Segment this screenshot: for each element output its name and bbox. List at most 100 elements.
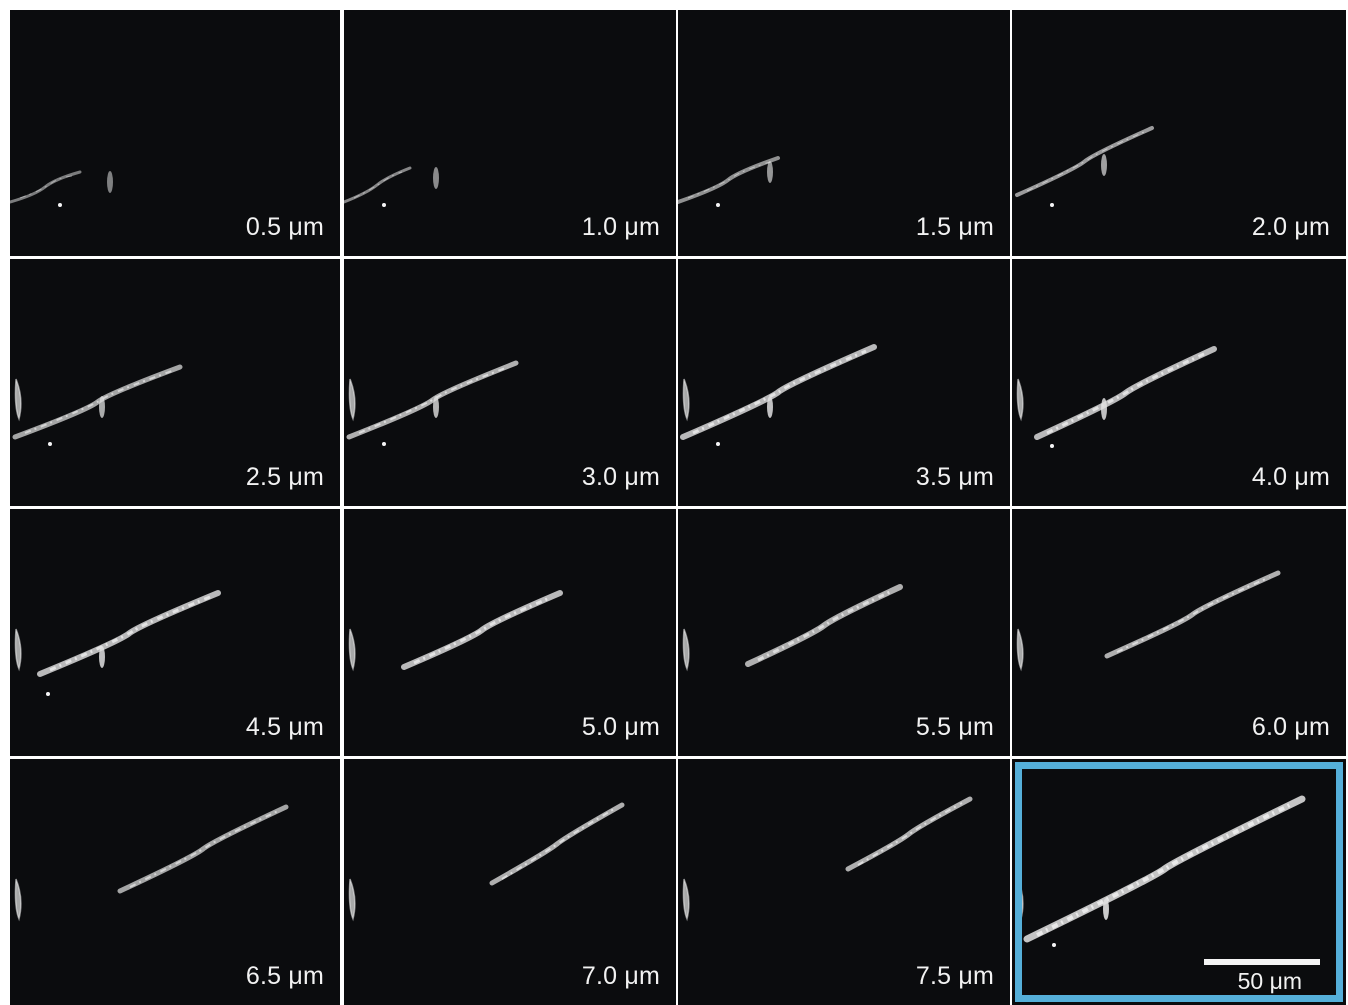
microscopy-image: [14, 590, 221, 696]
cell-detail: [19, 175, 73, 199]
z-slice-panel: 2.5 μm: [10, 259, 340, 506]
z-slice-panel: 5.0 μm: [344, 509, 676, 756]
cell-process: [767, 396, 773, 418]
adjacent-cell: [682, 628, 690, 672]
microscopy-image: [680, 344, 877, 446]
cell-detail: [1046, 351, 1207, 435]
cell-process: [433, 396, 439, 418]
adjacent-cell: [14, 878, 22, 922]
depth-label: 6.0 μm: [1251, 713, 1330, 741]
depth-label: 5.5 μm: [915, 713, 994, 741]
z-slice-panel: 6.0 μm: [1012, 509, 1346, 756]
z-slice-panel: 4.0 μm: [1012, 259, 1346, 506]
adjacent-cell: [1016, 628, 1024, 672]
microscopy-image: [346, 360, 519, 446]
depth-label: 7.5 μm: [915, 962, 994, 990]
cell-body: [489, 802, 625, 886]
cell-detail: [353, 171, 403, 199]
z-slice-panel: 6.5 μm: [10, 759, 340, 1005]
depth-label: 5.0 μm: [581, 713, 660, 741]
microscopy-image: [348, 590, 563, 672]
depth-label: 7.0 μm: [581, 962, 660, 990]
depth-label: 1.5 μm: [915, 213, 994, 241]
depth-label: 1.0 μm: [581, 213, 660, 241]
microscopy-image: [14, 804, 289, 922]
bright-spot: [48, 442, 52, 446]
cell-process: [1103, 898, 1109, 920]
depth-label: 2.5 μm: [245, 463, 324, 491]
cell-detail: [1036, 801, 1295, 937]
cell-detail: [358, 366, 509, 434]
cell-detail: [757, 589, 893, 662]
cell-detail: [1026, 131, 1145, 192]
cell-process: [433, 167, 439, 189]
microscopy-image: [682, 584, 903, 672]
bright-spot: [716, 203, 720, 207]
bright-spot: [382, 203, 386, 207]
cell-body: [344, 166, 412, 204]
cell-body: [117, 804, 289, 894]
adjacent-cell: [682, 878, 690, 922]
cell-detail: [501, 808, 615, 880]
z-slice-panel: 3.5 μm: [678, 259, 1010, 506]
depth-label: 3.0 μm: [581, 463, 660, 491]
adjacent-cell: [14, 628, 22, 672]
depth-label: 6.5 μm: [245, 962, 324, 990]
depth-label: 4.5 μm: [245, 713, 324, 741]
z-slice-panel: 1.0 μm: [344, 10, 676, 256]
bright-spot: [1050, 444, 1054, 448]
microscopy-image: [10, 170, 113, 207]
cell-process: [107, 171, 113, 193]
microscopy-image: [1016, 570, 1281, 672]
cell-process: [1101, 154, 1107, 176]
z-slice-panel: 50 μm: [1012, 759, 1346, 1005]
microscopy-image: [344, 166, 439, 207]
scale-bar: [1204, 959, 1320, 965]
cell-process: [1101, 398, 1107, 420]
adjacent-cell: [348, 628, 356, 672]
cell-detail: [692, 349, 867, 435]
cell-detail: [24, 370, 173, 434]
depth-label: 4.0 μm: [1251, 463, 1330, 491]
adjacent-cell: [348, 378, 356, 422]
bright-spot: [1052, 943, 1056, 947]
cell-body: [678, 156, 780, 204]
cell-detail: [129, 810, 279, 888]
cell-body: [346, 360, 519, 440]
z-slice-panel: 2.0 μm: [1012, 10, 1346, 256]
microscopy-image: [682, 796, 973, 922]
cell-process: [99, 646, 105, 668]
cell-process: [767, 161, 773, 183]
cell-process: [99, 396, 105, 418]
cell-body: [845, 796, 973, 872]
scale-bar-label: 50 μm: [1237, 968, 1302, 994]
microscopy-image: [1016, 346, 1217, 448]
adjacent-cell: [682, 378, 690, 422]
bright-spot: [58, 203, 62, 207]
depth-label: 0.5 μm: [245, 213, 324, 241]
cell-detail: [687, 161, 771, 199]
microscopy-image: [12, 364, 183, 446]
bright-spot: [1050, 203, 1054, 207]
microscopy-image: [678, 156, 780, 207]
depth-label: 3.5 μm: [915, 463, 994, 491]
cell-detail: [49, 595, 211, 672]
bright-spot: [46, 692, 50, 696]
cell-body: [745, 584, 903, 667]
cell-body: [10, 170, 82, 204]
cell-detail: [413, 595, 553, 665]
cell-body: [1015, 126, 1154, 197]
adjacent-cell: [348, 878, 356, 922]
bright-spot: [382, 442, 386, 446]
z-slice-panel: 1.5 μm: [678, 10, 1010, 256]
z-slice-panel: 5.5 μm: [678, 509, 1010, 756]
adjacent-cell: [14, 378, 22, 422]
adjacent-cell: [1016, 378, 1024, 422]
z-slice-panel: 3.0 μm: [344, 259, 676, 506]
depth-label: 2.0 μm: [1251, 213, 1330, 241]
z-slice-panel: 7.0 μm: [344, 759, 676, 1005]
microscopy-image: [348, 802, 625, 922]
bright-spot: [716, 442, 720, 446]
cell-detail: [1116, 576, 1271, 653]
